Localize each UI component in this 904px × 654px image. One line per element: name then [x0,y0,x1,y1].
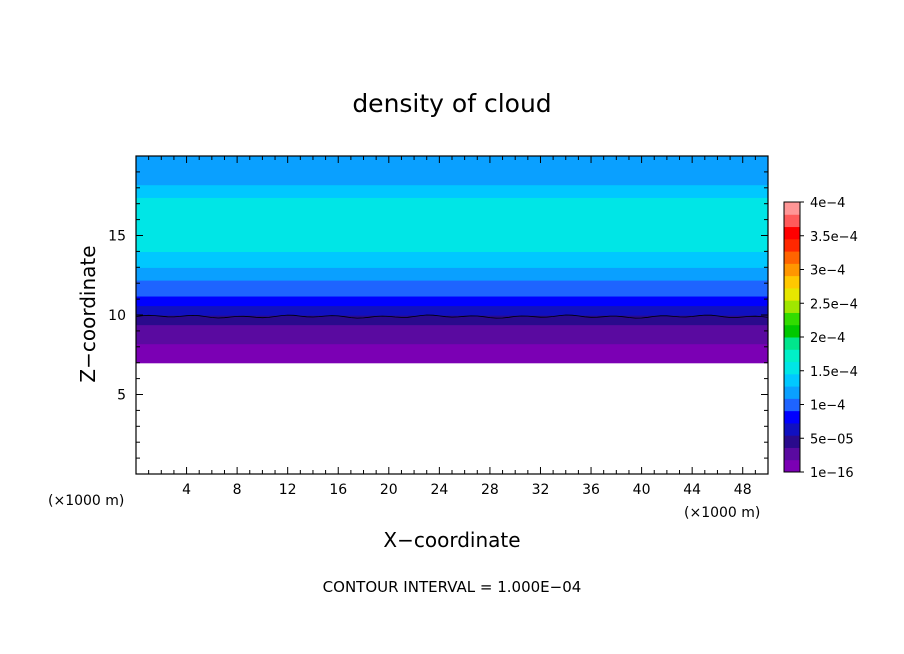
density-band [136,315,768,326]
density-band [136,210,768,252]
x-tick-label: 4 [182,482,191,498]
x-tick-label: 40 [633,482,651,498]
colorbar-swatch [784,373,800,387]
x-tick-label: 8 [233,482,242,498]
density-band [136,305,768,316]
contour-interval-note: CONTOUR INTERVAL = 1.000E−04 [323,578,582,596]
x-unit-left: (×1000 m) [48,493,124,509]
x-tick-label: 12 [279,482,297,498]
colorbar-label: 3e−4 [810,264,845,279]
colorbar-swatch [784,337,800,350]
colorbar-label: 1e−16 [810,466,854,481]
x-axis: 4 8 12 16 20 24 28 32 36 40 44 48 [148,156,756,498]
density-band [136,343,768,354]
colorbar-label: 2e−4 [810,331,845,346]
density-band [136,324,768,335]
colorbar-swatch [784,238,800,252]
x-tick-label: 28 [481,482,499,498]
colorbar-swatch [784,361,800,375]
colorbar-swatch [784,349,800,363]
z-axis: 5 10 15 [108,171,768,459]
density-band [136,156,768,186]
density-band [136,197,768,211]
density-band [136,251,768,268]
density-band [136,184,768,198]
z-tick-label: 10 [108,308,126,324]
x-tick-label: 44 [683,482,701,498]
colorbar: 1e−16 5e−05 1e−4 1.5e−4 2e−4 2.5e−4 3e−4 3.5e−4… [783,196,858,481]
colorbar-label: 5e−05 [810,432,854,447]
contour-line [135,314,769,319]
density-band [136,334,768,345]
x-axis-title: X−coordinate [383,528,520,552]
colorbar-swatch [784,300,800,313]
colorbar-label: 1e−4 [810,399,845,414]
density-band [136,267,768,281]
x-tick-label: 36 [582,482,600,498]
colorbar-label: 2.5e−4 [810,297,858,312]
colorbar-label: 1.5e−4 [810,365,858,380]
density-band [136,280,768,297]
x-tick-label: 24 [430,482,448,498]
colorbar-swatch [784,422,800,436]
colorbar-swatch [784,251,800,264]
plot-area [135,156,769,364]
colorbar-swatch [784,386,800,399]
x-tick-label: 32 [532,482,550,498]
colorbar-swatch [784,214,800,228]
colorbar-swatch [784,324,800,338]
density-band [136,353,768,364]
density-band [136,295,768,307]
colorbar-label: 3.5e−4 [810,230,858,245]
colorbar-swatch [784,312,800,326]
x-tick-label: 20 [380,482,398,498]
colorbar-swatch [784,226,800,240]
colorbar-swatch [784,275,800,289]
colorbar-swatch [784,287,800,301]
colorbar-swatch [784,410,800,424]
x-unit-right: (×1000 m) [684,505,760,521]
x-tick-label: 48 [734,482,752,498]
colorbar-swatch [784,202,800,215]
colorbar-label: 4e−4 [810,196,845,211]
colorbar-swatch [784,459,800,473]
z-axis-title: Z−coordinate [76,245,100,382]
z-tick-label: 15 [108,229,126,245]
colorbar-swatch [784,398,800,412]
colorbar-swatch [784,447,800,461]
chart-title: density of cloud [352,89,551,118]
x-tick-label: 16 [329,482,347,498]
z-tick-label: 5 [117,388,126,404]
colorbar-swatch [784,263,800,277]
colorbar-swatch [784,435,800,448]
